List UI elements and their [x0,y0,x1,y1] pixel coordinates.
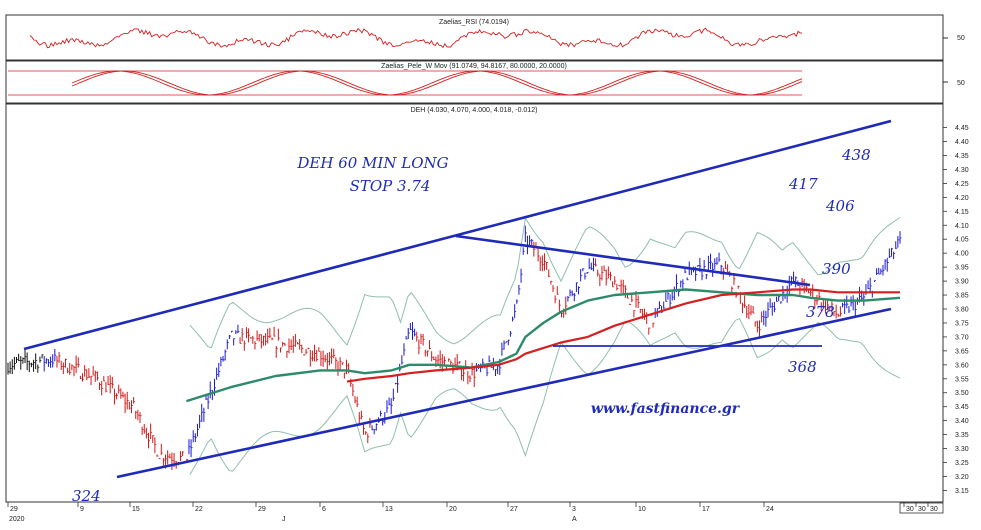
y-tick-label: 3.90 [955,279,969,286]
website-annotation: www.fastfinance.gr [591,401,741,417]
price-panel [5,103,944,503]
x-tick-label: 3 [572,506,576,513]
x-tick-label: 30 [906,506,914,513]
x-year-label: 2020 [9,516,25,523]
y-tick-label: 4.05 [955,237,969,244]
x-tick-label: 27 [510,506,518,513]
y-tick-label: 4.40 [955,139,969,146]
x-tick-label: 15 [132,506,140,513]
oscillator-label: Zaelias_Pele_W Mov (91.0749, 94.8167, 80… [381,63,567,70]
x-tick-label: 10 [638,506,646,513]
x-tick-label: 30 [930,506,938,513]
x-tick-label: 9 [80,506,84,513]
y-tick-label: 3.55 [955,376,969,383]
y-tick-label: 3.95 [955,265,969,272]
y-tick-label: 3.75 [955,320,969,327]
y-tick-label: 3.45 [955,404,969,411]
y-tick-label: 3.65 [955,348,969,355]
y-tick-label: 3.40 [955,418,969,425]
slow-moving-average [346,288,900,383]
level-406-annotation: 406 [825,197,855,215]
y-tick-label: 3.80 [955,307,969,314]
y-tick-label: 3.70 [955,334,969,341]
rsi-tick-50: 50 [957,35,965,42]
price-label: DEH (4.030, 4.070, 4.000, 4.018, -0.012) [411,107,538,114]
x-month-label-a: A [572,516,577,523]
level-368-annotation: 368 [788,358,817,376]
y-tick-label: 4.20 [955,195,969,202]
x-tick-label: 20 [449,506,457,513]
y-tick-label: 4.15 [955,209,969,216]
x-tick-label: 6 [322,506,326,513]
oscillator-slow-line [71,70,803,96]
oscillator-panel [5,60,944,104]
y-tick-label: 3.25 [955,460,969,467]
y-tick-label: 3.15 [955,488,969,495]
y-tick-label: 3.50 [955,390,969,397]
level-324-annotation: 324 [72,487,101,505]
level-390-annotation: 390 [822,260,851,278]
triangle-upper-line [455,234,811,287]
channel-bottom-line [116,307,892,479]
x-tick-label: 22 [195,506,203,513]
title-line-2: STOP 3.74 [350,177,431,195]
rsi-line [29,27,803,49]
y-tick-label: 4.25 [955,181,969,188]
y-tick-label: 3.85 [955,293,969,300]
y-tick-label: 3.60 [955,362,969,369]
fast-moving-average [186,288,901,403]
oscillator-fast-line [71,70,803,96]
y-tick-label: 3.30 [955,446,969,453]
level-438-annotation: 438 [841,146,871,164]
y-tick-label: 3.20 [955,474,969,481]
x-tick-label: 30 [918,506,926,513]
x-tick-label: 29 [258,506,266,513]
y-tick-label: 4.30 [955,167,969,174]
x-month-label-j: J [282,516,286,523]
y-tick-label: 4.35 [955,153,969,160]
oscillator-tick-50: 50 [957,80,965,87]
y-tick-label: 4.10 [955,223,969,230]
y-tick-label: 4.45 [955,125,969,132]
x-tick-label: 24 [766,506,774,513]
x-tick-label: 17 [702,506,710,513]
y-tick-label: 4.00 [955,251,969,258]
level-417-annotation: 417 [788,175,818,193]
x-tick-label: 13 [385,506,393,513]
rsi-label: Zaelias_RSI (74.0194) [439,19,509,26]
level-378-annotation: 378 [806,303,835,321]
title-line-1: DEH 60 MIN LONG [296,154,448,172]
x-tick-label: 29 [10,506,18,513]
y-tick-label: 3.35 [955,432,969,439]
